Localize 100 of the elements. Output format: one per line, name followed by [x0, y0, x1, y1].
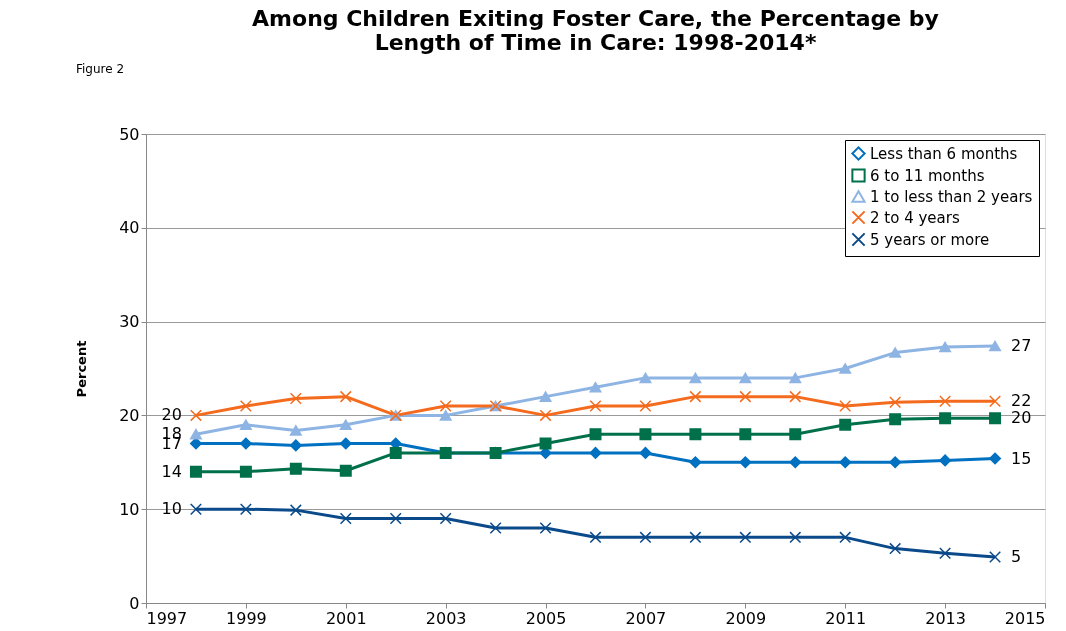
point	[439, 400, 452, 413]
data-label: 22	[1011, 391, 1032, 411]
legend-label: 2 to 4 years	[870, 208, 960, 227]
point	[239, 419, 252, 431]
point	[939, 454, 952, 467]
point	[589, 428, 602, 441]
point	[339, 419, 352, 431]
point	[689, 372, 702, 384]
point	[539, 391, 552, 402]
point	[989, 452, 1002, 465]
point	[789, 390, 802, 403]
point	[689, 428, 702, 441]
point	[289, 439, 302, 452]
point	[589, 381, 602, 393]
y-tick-label: 10	[119, 499, 140, 519]
y-tick-label: 30	[119, 312, 140, 332]
x-tick-label: 2011	[825, 608, 867, 628]
point	[439, 410, 452, 421]
point	[889, 413, 902, 426]
point	[239, 503, 252, 516]
point	[839, 531, 852, 544]
point	[839, 363, 852, 374]
point	[989, 551, 1002, 564]
legend-label: Less than 6 months	[870, 144, 1018, 163]
legend-label: 1 to less than 2 years	[870, 187, 1033, 206]
x-tick-label: 2013	[925, 608, 966, 628]
point	[589, 400, 602, 413]
x-tick-label: 2007	[625, 608, 667, 628]
point	[189, 409, 202, 422]
point	[339, 390, 352, 403]
y-tick-label: 20	[119, 405, 140, 425]
x-tick-label: 2003	[425, 608, 467, 628]
legend-label: 6 to 11 months	[870, 166, 985, 185]
point	[289, 392, 302, 405]
point	[289, 462, 302, 475]
point	[289, 425, 302, 436]
x-tick-label: 2005	[525, 608, 567, 628]
point	[639, 428, 652, 441]
point	[439, 512, 452, 525]
point	[939, 412, 952, 425]
point	[989, 340, 1002, 352]
point	[689, 456, 702, 469]
point	[839, 456, 852, 469]
text: Among Children Exiting Foster Care, the Percentage by	[252, 6, 939, 31]
point	[989, 395, 1002, 408]
point	[639, 446, 652, 459]
point	[889, 347, 902, 358]
point	[839, 418, 852, 431]
point	[789, 531, 802, 544]
point	[389, 512, 402, 525]
y-tick-label: 0	[129, 593, 140, 613]
point	[289, 504, 302, 517]
point	[889, 456, 902, 469]
point	[539, 409, 552, 422]
point	[489, 521, 502, 534]
point	[739, 372, 752, 384]
y-tick-label: 40	[119, 218, 140, 238]
point	[539, 521, 552, 534]
point	[739, 390, 752, 403]
data-label: 27	[1011, 335, 1032, 355]
point	[839, 400, 852, 413]
point	[239, 400, 252, 413]
x-tick-label: 2009	[725, 608, 767, 628]
data-label: 5	[1011, 547, 1022, 567]
point	[789, 428, 802, 441]
point	[739, 428, 752, 441]
point	[189, 503, 202, 516]
point	[189, 465, 202, 478]
point	[589, 531, 602, 544]
point	[339, 512, 352, 525]
point	[789, 372, 802, 384]
point	[639, 372, 652, 384]
point	[689, 390, 702, 403]
data-label: 20	[1011, 408, 1032, 428]
point	[739, 531, 752, 544]
point	[689, 531, 702, 544]
x-tick-label: 1997	[146, 608, 188, 628]
point	[539, 437, 552, 450]
x-tick-label: 2001	[325, 608, 367, 628]
point	[589, 446, 602, 459]
point	[939, 341, 952, 353]
x-tick-label: 2015	[1004, 608, 1046, 628]
text: Length of Time in Care: 1998-2014*	[374, 30, 817, 55]
point	[339, 437, 352, 450]
point	[939, 395, 952, 408]
point	[939, 547, 952, 560]
data-label: 14	[161, 461, 182, 481]
caption: Figure 2	[76, 62, 125, 76]
point	[989, 412, 1002, 425]
point	[339, 464, 352, 477]
point	[789, 456, 802, 469]
point	[389, 446, 402, 459]
point	[189, 428, 202, 440]
point	[639, 531, 652, 544]
y-tick-label: 50	[119, 124, 140, 144]
data-label: 10	[161, 499, 182, 519]
y-axis-title: Percent	[74, 340, 90, 398]
point	[639, 400, 652, 413]
data-label: 15	[1011, 448, 1032, 468]
point	[239, 465, 252, 478]
